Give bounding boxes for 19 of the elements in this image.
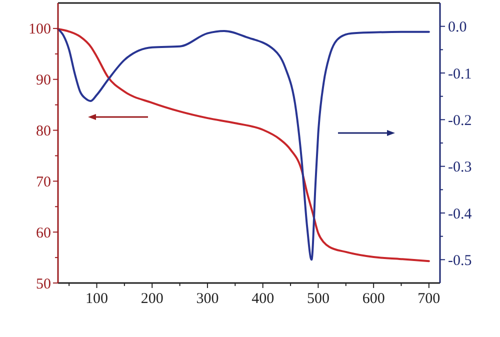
y-tick-label: 80 <box>36 124 51 140</box>
y2-tick-label: -0.5 <box>448 252 472 269</box>
y2-tick-label: -0.3 <box>448 160 472 176</box>
y-tick-label: 100 <box>28 22 51 38</box>
x-tick-label: 300 <box>196 291 219 307</box>
y-tick-label: 70 <box>36 174 51 190</box>
y2-tick-label: -0.1 <box>448 66 472 82</box>
x-tick-label: 400 <box>252 291 274 307</box>
y2-tick-label: -0.4 <box>448 206 472 222</box>
x-tick-label: 600 <box>362 291 385 307</box>
y-tick-label: 60 <box>36 225 51 242</box>
x-tick-label: 200 <box>140 291 164 307</box>
y2-tick-label: 0.0 <box>448 20 467 36</box>
x-tick-label: 100 <box>86 291 108 307</box>
y-tick-label: 50 <box>36 276 51 292</box>
x-tick-label: 500 <box>306 291 330 307</box>
y-tick-label: 90 <box>36 72 51 89</box>
y2-tick-label: -0.2 <box>448 112 472 129</box>
x-tick-label: 700 <box>418 291 440 307</box>
